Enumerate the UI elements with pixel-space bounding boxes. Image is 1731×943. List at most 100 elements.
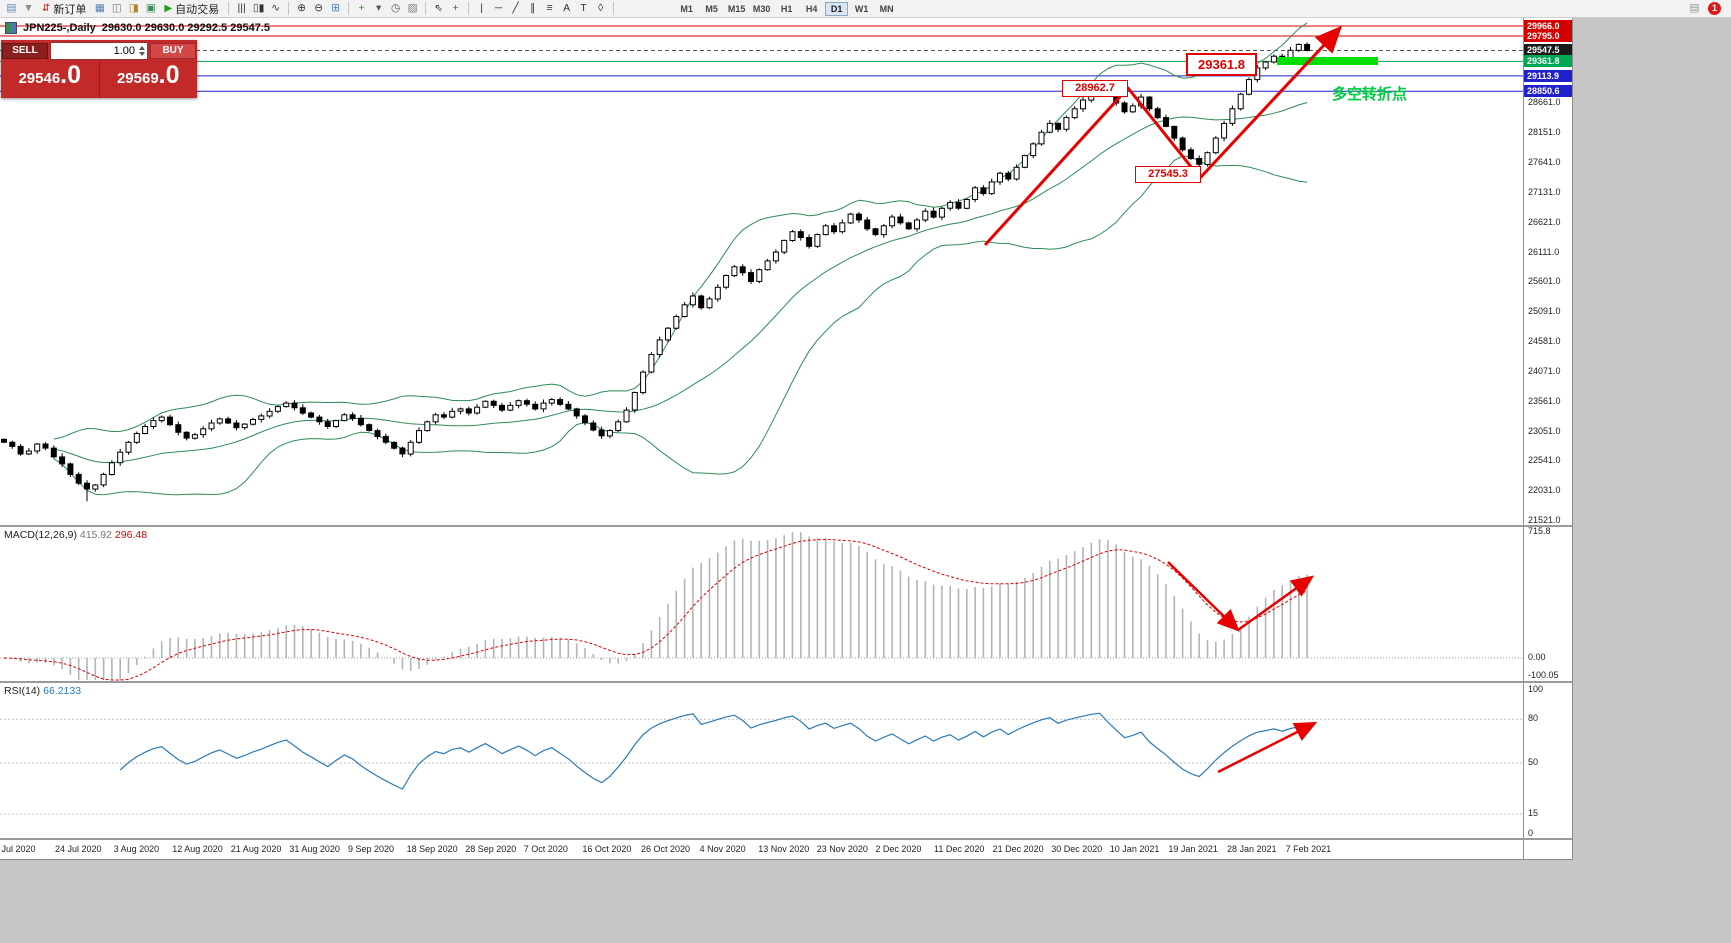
price-tick: 21521.0 [1528, 515, 1561, 526]
buy-button[interactable]: BUY [150, 42, 196, 59]
notification-badge[interactable]: 1 [1708, 2, 1721, 15]
macd-down-arrow[interactable] [1167, 561, 1240, 632]
rsi-up-arrow[interactable] [1217, 721, 1318, 774]
sell-button[interactable]: SELL [2, 42, 48, 59]
spinner-up-icon[interactable] [139, 45, 145, 50]
panel-divider[interactable] [0, 525, 1572, 527]
profiles-icon[interactable]: ▼ [23, 2, 34, 14]
channel-icon[interactable]: ∥ [529, 2, 536, 14]
price-scale[interactable]: 28661.0 28151.0 27641.0 27131.0 26621.0 26111… [1523, 18, 1572, 859]
navigator-icon[interactable]: ◨ [128, 2, 139, 14]
date-label: 9 Sep 2020 [348, 844, 395, 854]
cursor-icon[interactable]: ⇖ [434, 2, 443, 14]
timeframe-h4[interactable]: H4 [800, 2, 823, 16]
price-tick: 22031.0 [1528, 485, 1561, 496]
price-tick: 28151.0 [1528, 127, 1561, 138]
toolbar-separator [288, 2, 290, 15]
date-label: 7 Oct 2020 [523, 844, 568, 854]
one-click-trading-panel: SELL BUY 29546.0 29569 .0 [1, 40, 197, 98]
chart-canvas[interactable] [0, 18, 1523, 859]
timeframe-m15[interactable]: M15 [725, 2, 748, 16]
trendline-icon[interactable]: ╱ [512, 2, 519, 14]
indicators-dropdown-icon[interactable]: ▾ [375, 2, 382, 14]
line-chart-icon[interactable]: ∿ [271, 2, 280, 14]
macd-scale-max: 715.8 [1528, 526, 1551, 536]
price-line-label: 29361.8 [1524, 55, 1572, 68]
date-label: 28 Jan 2021 [1227, 844, 1277, 854]
rsi-scale-tick: 100 [1528, 684, 1544, 694]
text-label-icon[interactable]: T [580, 2, 587, 14]
toolbar-separator [348, 2, 350, 15]
sell-price-frac: .0 [60, 61, 82, 89]
timeframe-m1[interactable]: M1 [675, 2, 698, 16]
rsi-scale-tick: 80 [1528, 713, 1539, 723]
toolbar-right: ▤ 1 [1686, 1, 1728, 16]
new-chart-icon[interactable]: ▤ [6, 2, 17, 14]
periods-dropdown-icon[interactable]: ◷ [391, 2, 401, 14]
zoom-in-icon[interactable]: ⊕ [297, 2, 306, 14]
volume-spinner[interactable] [137, 45, 147, 56]
sell-price: 29546.0 [1, 60, 99, 98]
timeframe-mn[interactable]: MN [875, 2, 898, 16]
timeframe-group: M1 M5 M15 M30 H1 H4 D1 W1 MN [674, 1, 899, 16]
autotrading-button[interactable]: ▶ 自动交易 [159, 1, 224, 16]
chat-icon[interactable]: ▤ [1689, 2, 1700, 14]
timeframe-w1[interactable]: W1 [850, 2, 873, 16]
date-label: 21 Dec 2020 [992, 844, 1044, 854]
support-zone[interactable] [1277, 57, 1378, 65]
trend-arrow[interactable] [983, 25, 1343, 247]
price-line-label: 29795.0 [1524, 29, 1572, 42]
spinner-down-icon[interactable] [139, 51, 145, 56]
date-label: 28 Sep 2020 [465, 844, 517, 854]
price-line-label: 29966.0 [1524, 19, 1572, 32]
annotation-note[interactable]: 多空转折点 [1332, 86, 1408, 103]
tile-windows-icon[interactable]: ⊞ [331, 2, 340, 14]
annotation-peak-price[interactable]: 28962.7 [1062, 80, 1128, 97]
time-scale[interactable]: 15 Jul 2020 24 Jul 2020 3 Aug 2020 12 Aug 2… [0, 842, 1523, 858]
panel-divider[interactable] [0, 838, 1572, 840]
zoom-out-icon[interactable]: ⊖ [314, 2, 323, 14]
text-icon[interactable]: A [563, 2, 571, 14]
trade-buttons-row: SELL BUY [1, 40, 197, 60]
date-label: 10 Jan 2021 [1109, 844, 1160, 854]
drawings-layer[interactable] [983, 25, 1378, 247]
templates-icon[interactable]: ▨ [407, 2, 418, 14]
horizontal-line-icon[interactable]: ─ [494, 2, 503, 14]
date-label: 18 Sep 2020 [406, 844, 458, 854]
price-tick: 24071.0 [1528, 365, 1561, 376]
bar-chart-icon[interactable]: ||| [237, 2, 246, 14]
candlestick-chart-icon[interactable]: ▯▮ [252, 2, 265, 14]
price-tick: 23561.0 [1528, 395, 1561, 406]
fibonacci-icon[interactable]: ≡ [546, 2, 553, 14]
indicators-icon[interactable]: + [358, 2, 365, 14]
crosshair-icon[interactable]: + [452, 2, 459, 14]
toolbar-separator [613, 2, 615, 15]
data-window-icon[interactable]: ◫ [111, 2, 122, 14]
buy-price-main: 29569 [116, 70, 159, 87]
toolbar-separator [228, 2, 230, 15]
volume-input[interactable] [51, 44, 137, 57]
new-order-button[interactable]: ⇵ 新订单 [37, 1, 91, 16]
timeframe-m5[interactable]: M5 [700, 2, 723, 16]
chart-ohlc: 29630.0 29630.0 29292.5 29547.5 [101, 22, 270, 34]
trade-prices-row: 29546.0 29569 .0 [1, 60, 197, 98]
timeframe-d1[interactable]: D1 [825, 1, 849, 16]
panel-divider[interactable] [0, 681, 1572, 683]
timeframe-m30[interactable]: M30 [750, 2, 773, 16]
date-label: 23 Nov 2020 [816, 844, 868, 854]
terminal-icon[interactable]: ▣ [145, 2, 156, 14]
annotation-entry-price[interactable]: 29361.8 [1186, 53, 1257, 76]
toolbar: ▤ ▼ ⇵ 新订单 ▦ ◫ ◨ ▣ ▶ 自动交易 ||| ▯▮ ∿ ⊕ ⊖ ⊞ + ▾ ◷ ▨ ⇖ + | ─ ╱ ∥ ≡ A T ◊ M1… [0, 0, 1731, 18]
autotrading-icon: ▶ [164, 3, 173, 14]
rsi-layer [0, 712, 1523, 815]
macd-up-arrow[interactable] [1237, 575, 1315, 632]
new-order-button-label: 新订单 [53, 3, 87, 16]
candles-layer [1, 42, 1311, 502]
price-tick: 27641.0 [1528, 157, 1561, 167]
annotation-trough-price[interactable]: 27545.3 [1135, 166, 1201, 183]
timeframe-h1[interactable]: H1 [775, 2, 798, 16]
macd-scale-zero: 0.00 [1528, 652, 1546, 662]
market-watch-icon[interactable]: ▦ [94, 2, 105, 14]
vertical-line-icon[interactable]: | [480, 2, 483, 14]
shapes-icon[interactable]: ◊ [597, 2, 604, 14]
